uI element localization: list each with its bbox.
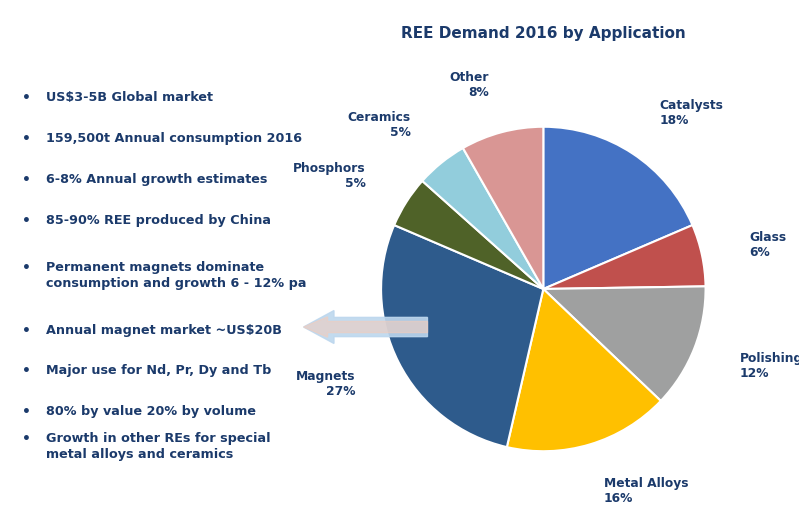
Text: Glass
6%: Glass 6% xyxy=(749,231,787,259)
Text: Growth in other REs for special
metal alloys and ceramics: Growth in other REs for special metal al… xyxy=(46,432,271,461)
Text: Major use for Nd, Pr, Dy and Tb: Major use for Nd, Pr, Dy and Tb xyxy=(46,365,272,377)
Wedge shape xyxy=(463,127,543,289)
Text: 80% by value 20% by volume: 80% by value 20% by volume xyxy=(46,405,256,418)
Wedge shape xyxy=(423,148,543,289)
Text: Magnets
27%: Magnets 27% xyxy=(296,371,356,399)
Text: •: • xyxy=(22,91,31,105)
Wedge shape xyxy=(381,225,543,447)
FancyArrow shape xyxy=(304,317,427,337)
Text: US$3-5B Global market: US$3-5B Global market xyxy=(46,91,213,104)
Text: •: • xyxy=(22,432,31,446)
Text: 159,500t Annual consumption 2016: 159,500t Annual consumption 2016 xyxy=(46,132,302,145)
Wedge shape xyxy=(543,286,706,401)
Text: •: • xyxy=(22,324,31,338)
Title: REE Demand 2016 by Application: REE Demand 2016 by Application xyxy=(401,26,686,42)
Text: 6-8% Annual growth estimates: 6-8% Annual growth estimates xyxy=(46,173,268,186)
Wedge shape xyxy=(394,181,543,289)
Text: Catalysts
18%: Catalysts 18% xyxy=(659,99,723,127)
Wedge shape xyxy=(543,127,693,289)
Text: •: • xyxy=(22,261,31,275)
Text: Permanent magnets dominate
consumption and growth 6 - 12% pa: Permanent magnets dominate consumption a… xyxy=(46,261,307,289)
Text: Ceramics
5%: Ceramics 5% xyxy=(348,111,411,139)
Text: •: • xyxy=(22,132,31,146)
Text: •: • xyxy=(22,213,31,228)
Text: Phosphors
5%: Phosphors 5% xyxy=(292,162,365,190)
Text: Other
8%: Other 8% xyxy=(450,71,489,99)
Text: 85-90% REE produced by China: 85-90% REE produced by China xyxy=(46,213,272,227)
Text: Metal Alloys
16%: Metal Alloys 16% xyxy=(604,477,689,505)
Polygon shape xyxy=(583,0,799,79)
Text: Rare Earth Demand Drivers: Rare Earth Demand Drivers xyxy=(10,25,460,53)
Text: •: • xyxy=(22,405,31,419)
Text: Annual magnet market ~US$20B: Annual magnet market ~US$20B xyxy=(46,324,282,337)
FancyArrow shape xyxy=(304,310,427,344)
Text: •: • xyxy=(22,173,31,187)
Text: Polishing
12%: Polishing 12% xyxy=(740,352,799,380)
Wedge shape xyxy=(507,289,661,451)
Text: •: • xyxy=(22,365,31,378)
Wedge shape xyxy=(543,225,706,289)
